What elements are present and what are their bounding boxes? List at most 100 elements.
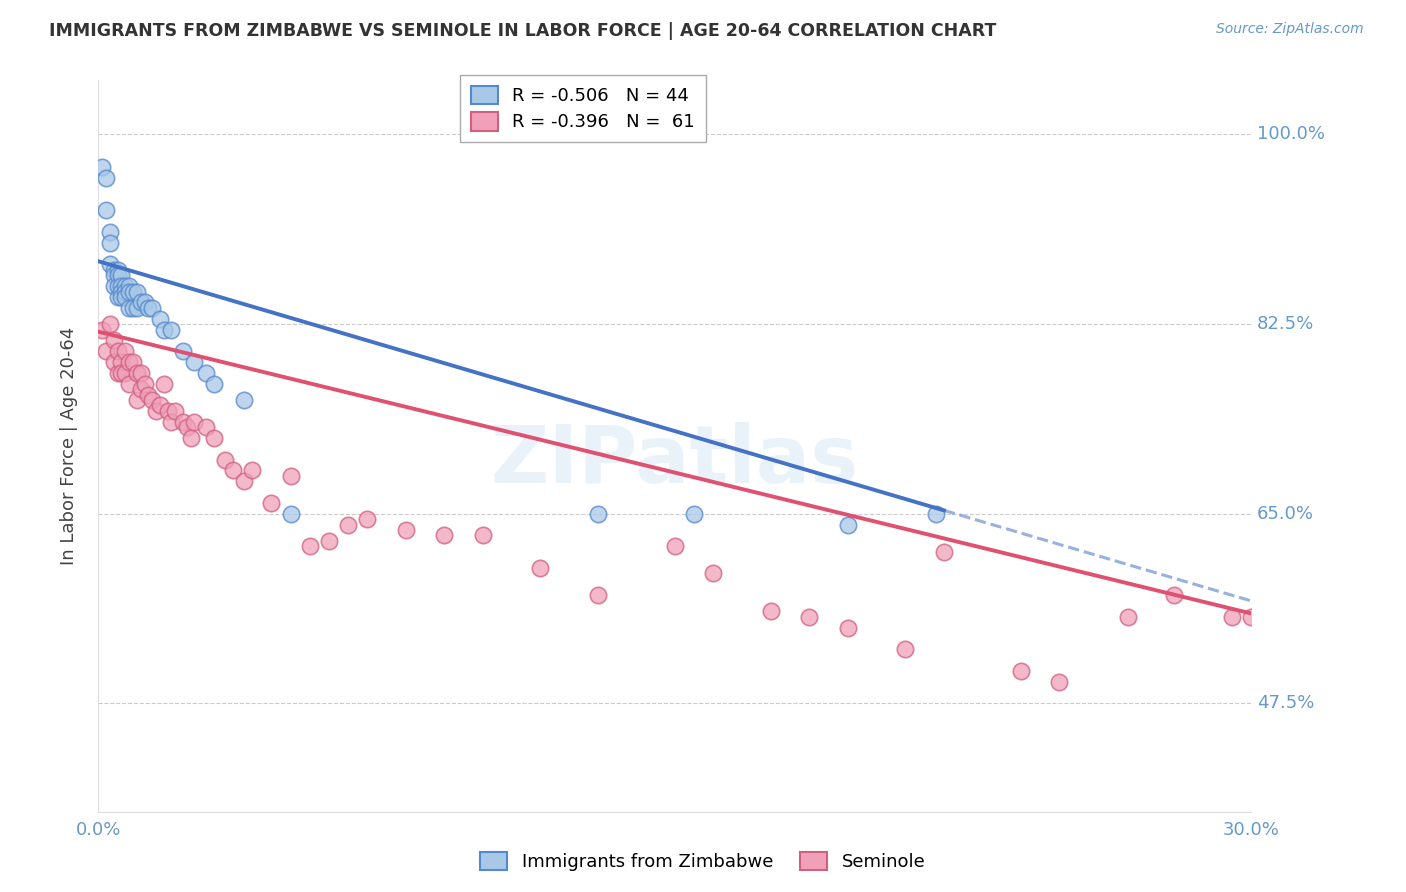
Point [107,279,129,293]
Point [103,279,125,293]
Point [94,344,117,359]
Point [125,285,148,299]
Point [122,355,145,369]
Point [114,285,136,299]
Point [702,566,724,581]
Point [586,588,609,602]
Text: IMMIGRANTS FROM ZIMBABWE VS SEMINOLE IN LABOR FORCE | AGE 20-64 CORRELATION CHAR: IMMIGRANTS FROM ZIMBABWE VS SEMINOLE IN … [49,22,997,40]
Point [176,420,198,434]
Point [118,355,141,369]
Text: 65.0%: 65.0% [1257,505,1315,523]
Point [664,539,686,553]
Point [1047,674,1070,689]
Point [240,463,263,477]
Point [1163,588,1185,602]
Point [138,301,160,315]
Point [233,392,256,407]
Point [233,474,256,488]
Point [160,415,183,429]
Point [165,404,187,418]
Point [103,268,125,283]
Point [202,431,225,445]
Point [134,295,156,310]
Point [91,322,114,336]
Point [280,468,302,483]
Point [1010,664,1032,678]
Legend: Immigrants from Zimbabwe, Seminole: Immigrants from Zimbabwe, Seminole [474,845,932,879]
Point [114,344,136,359]
Point [156,404,179,418]
Point [129,295,152,310]
Point [337,517,360,532]
Point [125,366,148,380]
Point [118,376,141,391]
Point [141,392,163,407]
Point [172,415,194,429]
Point [202,376,225,391]
Text: 100.0%: 100.0% [1257,126,1324,144]
Point [183,415,205,429]
Point [471,528,494,542]
Point [103,355,125,369]
Point [110,290,132,304]
Point [318,533,340,548]
Point [125,392,148,407]
Point [98,225,121,239]
Point [214,452,236,467]
Point [433,528,456,542]
Point [683,507,706,521]
Point [160,322,183,336]
Point [114,279,136,293]
Point [222,463,245,477]
Point [759,604,782,618]
Point [799,609,821,624]
Point [94,203,117,218]
Point [395,523,418,537]
Point [280,507,302,521]
Point [125,301,148,315]
Point [1220,609,1243,624]
Point [91,160,114,174]
Point [1240,609,1263,624]
Point [98,235,121,250]
Point [925,507,948,521]
Point [118,301,141,315]
Y-axis label: In Labor Force | Age 20-64: In Labor Force | Age 20-64 [59,326,77,566]
Point [114,290,136,304]
Text: ZIPatlas: ZIPatlas [491,422,859,500]
Point [138,387,160,401]
Point [141,301,163,315]
Text: Source: ZipAtlas.com: Source: ZipAtlas.com [1216,22,1364,37]
Point [932,544,955,558]
Point [149,398,172,412]
Point [172,344,194,359]
Point [122,285,145,299]
Point [129,382,152,396]
Point [107,366,129,380]
Point [529,561,551,575]
Point [110,366,132,380]
Point [107,263,129,277]
Point [110,285,132,299]
Point [103,263,125,277]
Legend: R = -0.506   N = 44, R = -0.396   N =  61: R = -0.506 N = 44, R = -0.396 N = 61 [460,75,706,142]
Point [134,376,156,391]
Point [107,268,129,283]
Point [98,258,121,272]
Text: 47.5%: 47.5% [1257,694,1315,713]
Point [118,285,141,299]
Point [894,642,917,657]
Point [356,512,378,526]
Point [103,334,125,348]
Point [152,376,174,391]
Point [110,268,132,283]
Point [145,404,167,418]
Point [152,322,174,336]
Text: 82.5%: 82.5% [1257,315,1315,333]
Point [837,620,859,634]
Point [195,420,218,434]
Point [118,279,141,293]
Point [94,170,117,185]
Point [180,431,202,445]
Point [586,507,609,521]
